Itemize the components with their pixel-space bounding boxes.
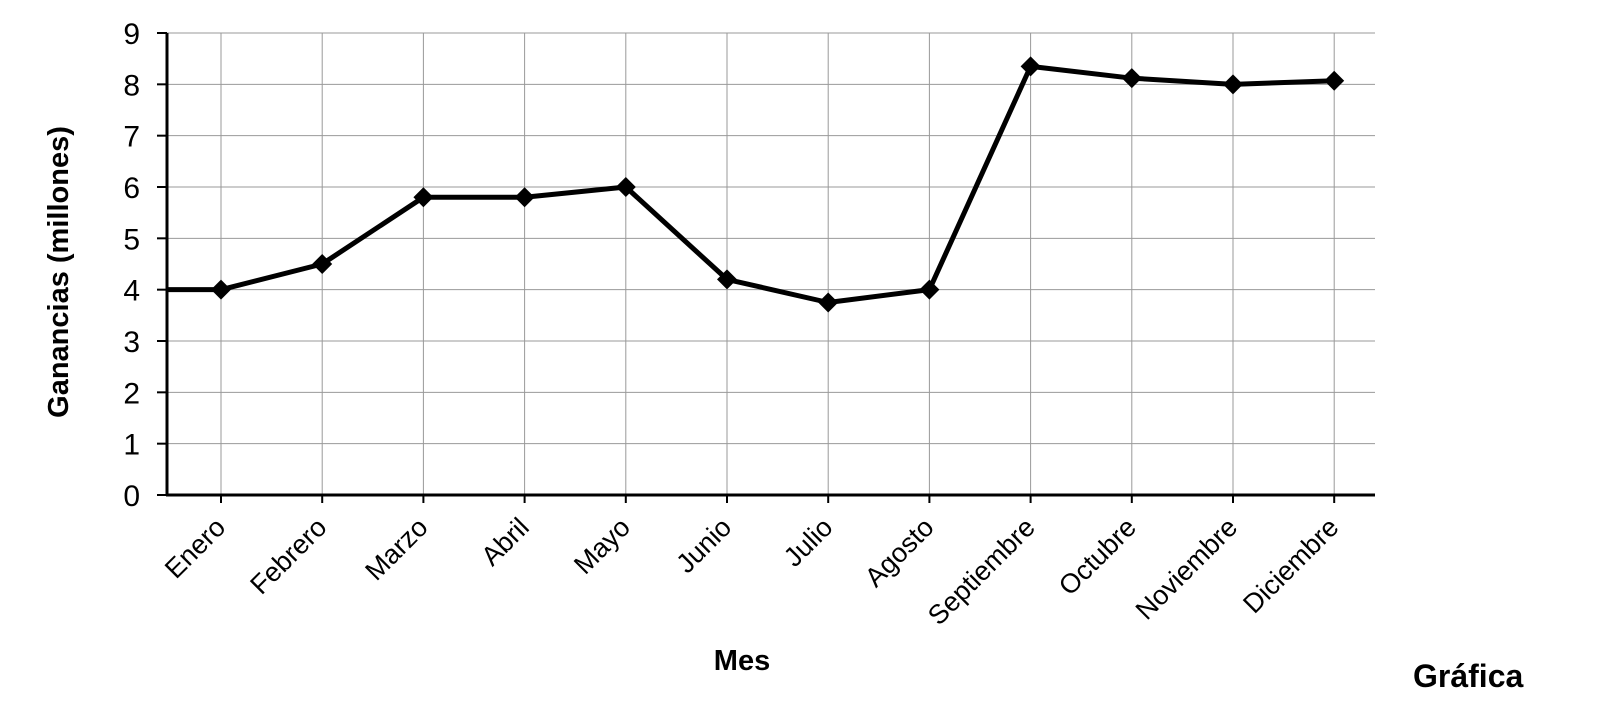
x-tick-label: Mayo — [568, 512, 636, 580]
x-tick-label: Febrero — [244, 512, 332, 600]
data-point-marker — [919, 279, 940, 300]
x-tick-label: Abril — [475, 512, 534, 571]
y-tick-labels: 0 1 2 3 4 5 6 7 8 9 — [123, 18, 140, 513]
y-tick-label: 8 — [123, 69, 140, 102]
x-tick-label: Julio — [778, 512, 838, 572]
x-tick-label: Diciembre — [1237, 512, 1344, 619]
data-point-marker — [211, 279, 231, 300]
data-point-marker — [1324, 70, 1345, 91]
grid-lines — [167, 32, 1375, 495]
y-tick-label: 3 — [123, 326, 140, 359]
y-tick-label: 4 — [123, 275, 140, 308]
x-tick-label: Enero — [159, 512, 231, 584]
data-point-marker — [1223, 74, 1243, 95]
x-tick-label: Octubre — [1053, 512, 1142, 601]
x-tick-label: Junio — [670, 512, 737, 579]
x-tick-label: Agosto — [859, 512, 940, 593]
x-tick-label: Septiembre — [922, 512, 1041, 631]
y-tick-label: 6 — [123, 172, 140, 205]
figure-caption: Gráfica — [1413, 658, 1524, 694]
y-tick-label: 7 — [123, 121, 140, 154]
x-tick-label: Noviembre — [1130, 512, 1244, 626]
series-line — [167, 63, 1335, 305]
y-tick-label: 0 — [123, 480, 140, 513]
data-series — [167, 56, 1345, 313]
axes — [157, 32, 1375, 503]
x-tick-label: Marzo — [359, 512, 433, 586]
y-tick-label: 9 — [123, 18, 140, 51]
y-tick-label: 5 — [123, 223, 140, 256]
data-point-marker — [312, 254, 333, 274]
data-point-marker — [818, 292, 839, 313]
data-point-marker — [717, 269, 737, 290]
y-tick-label: 2 — [123, 377, 140, 410]
x-axis-title: Mes — [714, 645, 770, 677]
data-point-marker — [1020, 56, 1041, 77]
data-point-marker — [514, 187, 535, 208]
y-tick-label: 1 — [123, 429, 140, 462]
y-axis-title: Ganancias (millones) — [43, 126, 75, 418]
data-point-marker — [615, 177, 636, 197]
data-point-marker — [1121, 68, 1142, 89]
data-point-marker — [413, 187, 434, 208]
x-tick-labels: Enero Febrero Marzo Abril Mayo Junio Julio Agos… — [159, 512, 1344, 631]
